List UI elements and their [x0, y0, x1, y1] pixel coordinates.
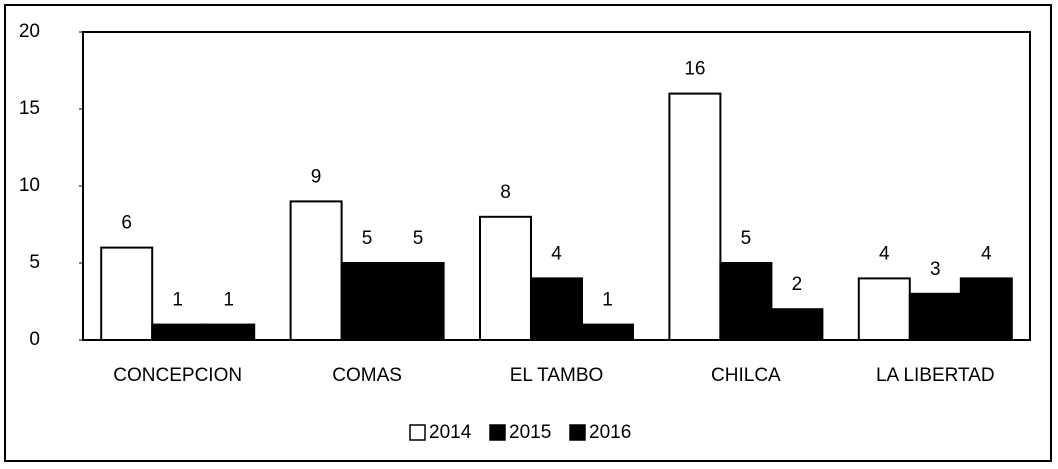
bar	[289, 200, 343, 341]
data-label: 4	[981, 243, 992, 264]
data-label: 4	[551, 243, 562, 264]
data-label: 5	[741, 228, 752, 249]
bar	[202, 323, 256, 342]
legend-swatch	[409, 424, 426, 441]
data-label: 1	[602, 290, 613, 311]
bar	[100, 246, 154, 342]
bar	[719, 262, 773, 341]
data-label: 1	[223, 290, 234, 311]
legend-swatch	[569, 424, 586, 441]
legend-swatch	[489, 424, 506, 441]
bar	[668, 92, 722, 341]
bar	[581, 323, 634, 342]
data-label: 4	[879, 243, 890, 264]
data-label: 6	[121, 213, 132, 234]
x-tick-label: COMAS	[332, 365, 402, 386]
y-tick-label: 20	[19, 21, 40, 42]
data-label: 3	[930, 259, 941, 280]
bar	[959, 277, 1013, 341]
legend-label: 2014	[429, 422, 472, 443]
data-label: 2	[792, 274, 803, 295]
bar	[151, 323, 205, 342]
bar	[770, 308, 824, 342]
data-label: 16	[684, 59, 705, 80]
x-tick-label: CHILCA	[711, 365, 781, 386]
bar	[391, 262, 445, 341]
y-tick-label: 10	[19, 175, 40, 196]
x-tick-label: CONCEPCION	[113, 365, 242, 386]
x-tick-label: LA LIBERTAD	[876, 365, 995, 386]
legend-label: 2015	[509, 422, 551, 443]
bar	[908, 292, 962, 341]
legend-label: 2016	[589, 422, 631, 443]
x-tick-label: EL TAMBO	[510, 365, 604, 386]
bar	[479, 215, 532, 341]
bar	[530, 277, 583, 341]
data-label: 9	[311, 166, 322, 187]
bar	[857, 277, 911, 341]
data-label: 8	[500, 182, 511, 203]
y-tick-label: 0	[29, 329, 40, 350]
y-tick-label: 15	[19, 98, 40, 119]
data-label: 5	[413, 228, 424, 249]
y-tick-label: 5	[29, 252, 40, 273]
bar	[340, 262, 394, 341]
data-label: 1	[172, 290, 183, 311]
data-label: 5	[362, 228, 373, 249]
